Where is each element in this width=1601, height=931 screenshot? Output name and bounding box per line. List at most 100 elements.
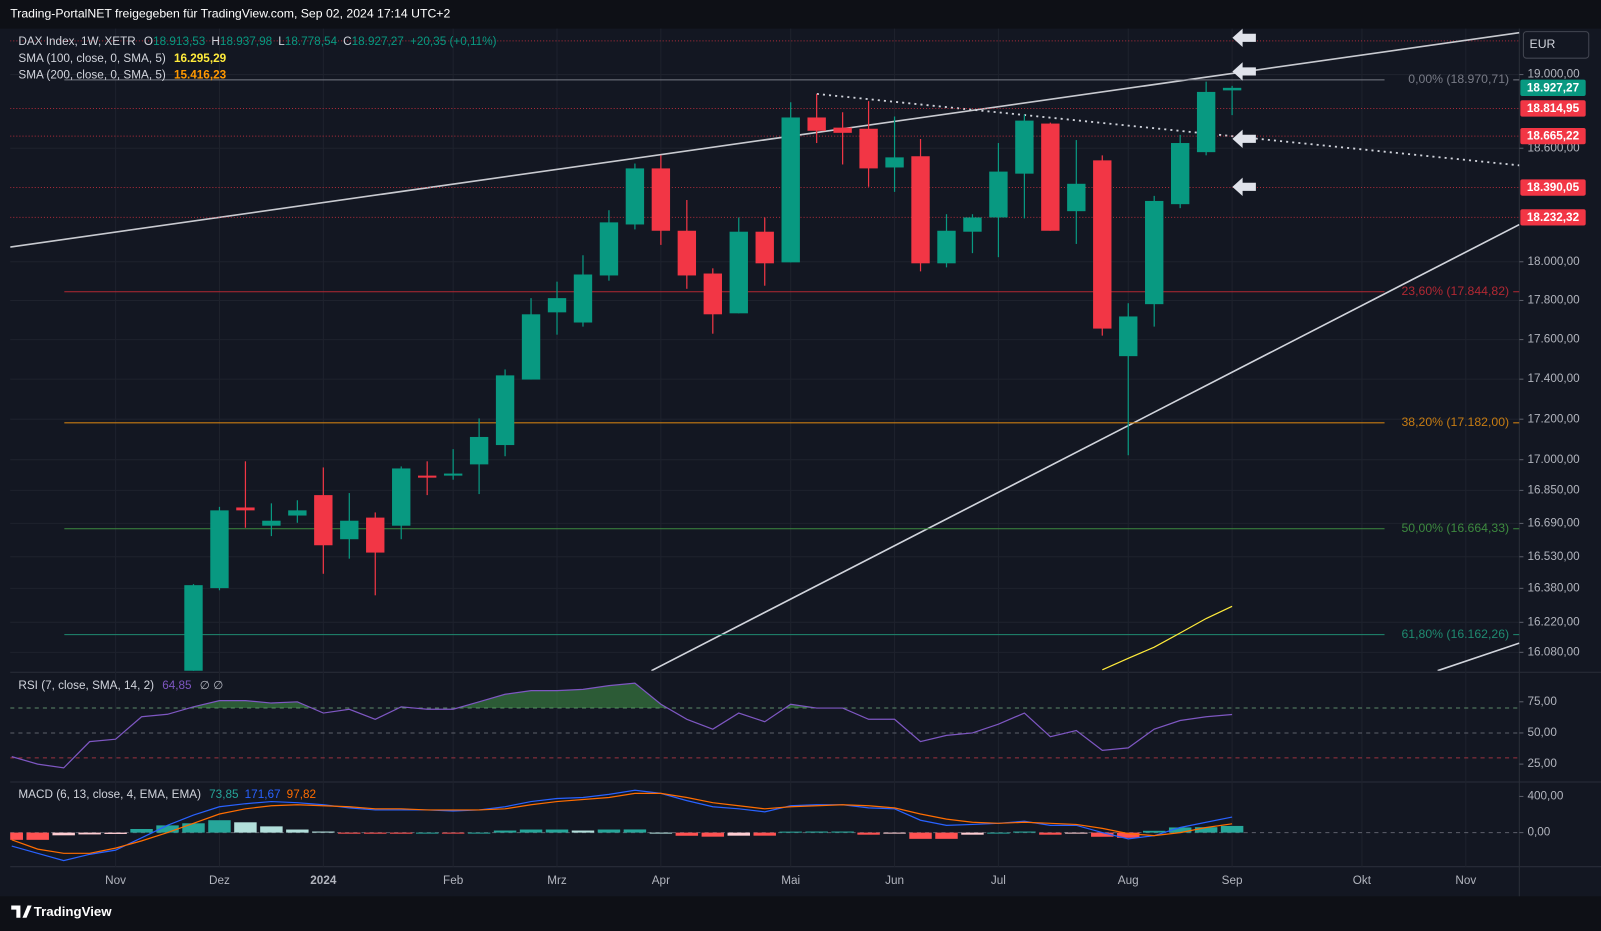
histogram-bar [286, 829, 309, 833]
indicator-value: 64,85 [162, 679, 192, 692]
y-tick-label: 16.220,00 [1527, 615, 1580, 628]
y-tick-label: 16.380,00 [1527, 581, 1580, 594]
legend-key: C [343, 35, 352, 48]
histogram-bar [10, 832, 23, 840]
price-label-box [1520, 209, 1586, 226]
candle-body [651, 168, 671, 231]
histogram-bar [78, 832, 101, 835]
legend-value: 18.937,98 [220, 35, 273, 48]
currency[interactable]: EUR [1530, 37, 1556, 51]
x-tick-label: 2024 [310, 874, 337, 887]
arrow [1232, 28, 1256, 47]
histogram-bar [467, 832, 491, 834]
trend-line [651, 223, 1520, 671]
y-tick-label: 0,00 [1527, 826, 1550, 839]
x-tick-label: Sep [1222, 874, 1243, 887]
histogram-bar [1142, 830, 1166, 833]
histogram-bar [415, 832, 439, 834]
histogram-bar [312, 831, 335, 833]
indicator-value: 73,85 [209, 788, 239, 801]
legend-value: 18.778,54 [285, 35, 338, 48]
histogram-bar [104, 832, 127, 834]
rsi-pane [10, 682, 1520, 769]
candle-body [833, 127, 852, 133]
candle-body [262, 520, 281, 526]
price-label: 18.814,95 [1527, 102, 1580, 115]
currency-button[interactable] [1522, 31, 1590, 59]
price-label: 18.232,32 [1527, 211, 1580, 224]
legend-symbol: DAX Index, 1W, XETR [18, 35, 135, 48]
indicator-name: SMA (200, close, 0, SMA, 5) [18, 69, 165, 82]
histogram-bar [1013, 831, 1036, 833]
candle-body [210, 510, 229, 589]
candle-body [236, 507, 255, 511]
fib-label: 23,60% (17.844,82) [1401, 284, 1509, 298]
candle-body [703, 273, 722, 315]
grid [10, 28, 1520, 867]
histogram-bar [493, 830, 517, 833]
candle-body [392, 468, 411, 526]
legend-value: 18.913,53 [153, 35, 206, 48]
candle-body [781, 117, 800, 263]
histogram-bar [130, 828, 153, 833]
histogram-bar [649, 832, 673, 834]
macd-line [11, 792, 1233, 854]
arrow [1232, 129, 1256, 149]
candle-body [1170, 143, 1190, 205]
trend-line [10, 31, 1520, 248]
indicator-legend: SMA (200, close, 0, SMA, 5) 15.416,23 [18, 69, 226, 82]
fib-label: 0,00% (18.970,71) [1408, 72, 1509, 86]
x-tick-label: Jul [991, 874, 1006, 887]
price-label-box [1520, 127, 1586, 145]
y-tick-label: 18.600,00 [1527, 141, 1580, 154]
rsi-line [11, 682, 1233, 769]
dotted-trend-line [816, 93, 1520, 167]
histogram-bar [571, 830, 595, 833]
histogram-bar [857, 832, 880, 835]
histogram-bar [961, 832, 984, 835]
candle-body [1015, 120, 1034, 174]
indicator-name: RSI (7, close, SMA, 14, 2) [18, 679, 154, 692]
histogram-bar [597, 829, 621, 833]
price-label: 18.927,27 [1527, 81, 1580, 94]
candle-body [417, 475, 437, 478]
price-pane [10, 31, 1520, 671]
y-tick-label: 16.080,00 [1527, 645, 1580, 658]
y-tick-label: 50,00 [1527, 726, 1557, 739]
histogram-bar [26, 832, 49, 840]
footer-text: TradingView [34, 904, 113, 919]
y-tick-label: 17.400,00 [1527, 372, 1580, 385]
candle-body [963, 217, 982, 232]
y-tick-label: 17.600,00 [1527, 333, 1580, 346]
y-tick-label: 25,00 [1527, 757, 1557, 770]
histogram-bar [1168, 827, 1192, 833]
fib-label: 38,20% (17.182,00) [1401, 415, 1509, 429]
legend-key: H [211, 35, 219, 48]
histogram-bar [182, 823, 205, 833]
x-tick-label: Feb [443, 874, 464, 887]
histogram-bar [156, 825, 179, 833]
arrow [1232, 62, 1256, 81]
candle-body [495, 375, 515, 446]
x-tick-label: Apr [652, 874, 670, 887]
candle-body [859, 128, 878, 169]
histogram-bar [364, 832, 387, 834]
candle-body [340, 520, 359, 540]
histogram-bar [831, 831, 854, 833]
histogram-bar [441, 832, 465, 834]
macd-pane [10, 789, 1520, 862]
candle-body [184, 585, 203, 671]
price-label-box [1520, 100, 1586, 117]
footer-bar [0, 896, 1601, 931]
candle-body [1067, 183, 1086, 212]
histogram-bar [234, 822, 257, 833]
y-tick-label: 19.000,00 [1527, 68, 1580, 81]
arrow [1232, 177, 1256, 196]
candle-body [625, 168, 645, 225]
candle-body [885, 157, 904, 168]
candle-body [573, 274, 593, 323]
legend: DAX Index, 1W, XETR O18.913,53 H18.937,98 L… [18, 35, 496, 48]
histogram-bar [545, 829, 569, 833]
